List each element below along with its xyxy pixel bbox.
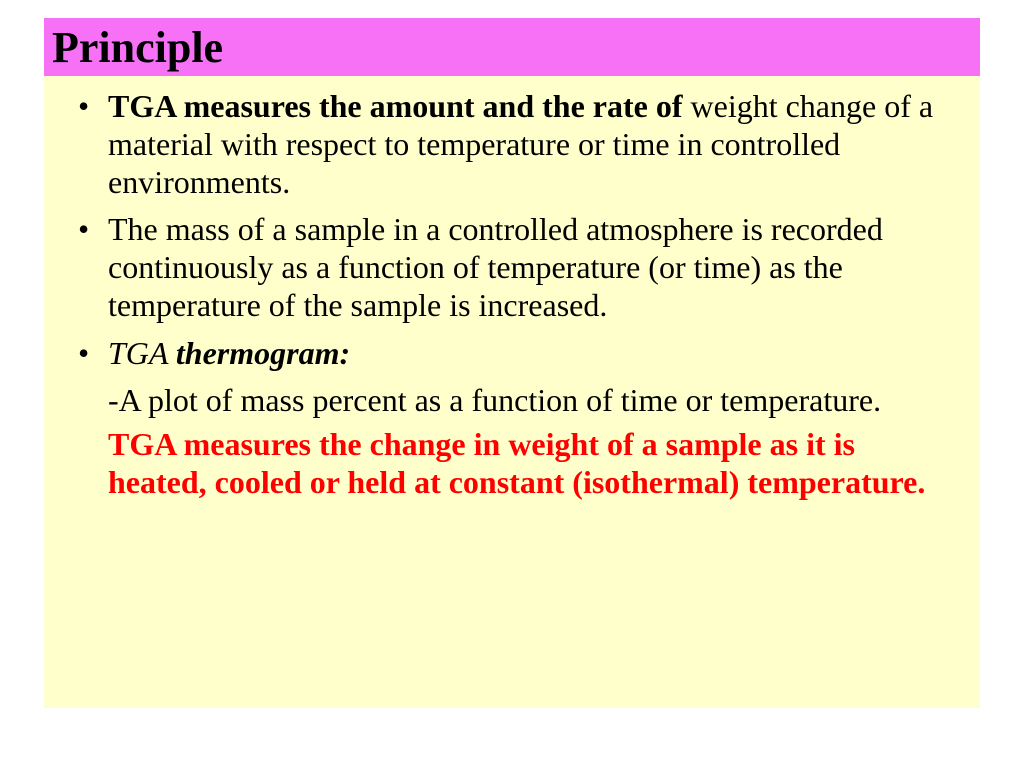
sub-2-dot: . (917, 464, 925, 500)
bullet-3-italic: TGA (108, 335, 176, 371)
sub-line-1: -A plot of mass percent as a function of… (68, 382, 956, 420)
slide: Principle TGA measures the amount and th… (44, 18, 980, 708)
title-bar: Principle (44, 18, 980, 76)
bullet-3-bold: thermogram: (176, 335, 350, 371)
sub-2-text: TGA measures the change in weight of a s… (108, 426, 917, 500)
bullet-item-3: TGA thermogram: (68, 335, 956, 373)
slide-body: TGA measures the amount and the rate of … (44, 76, 980, 708)
slide-title: Principle (52, 22, 223, 73)
bullet-item-2: The mass of a sample in a controlled atm… (68, 211, 956, 324)
bullet-item-1: TGA measures the amount and the rate of … (68, 88, 956, 201)
bullet-list: TGA measures the amount and the rate of … (68, 88, 956, 372)
bullet-1-bold: TGA measures the amount and the rate of (108, 88, 691, 124)
sub-line-2: TGA measures the change in weight of a s… (68, 426, 956, 502)
